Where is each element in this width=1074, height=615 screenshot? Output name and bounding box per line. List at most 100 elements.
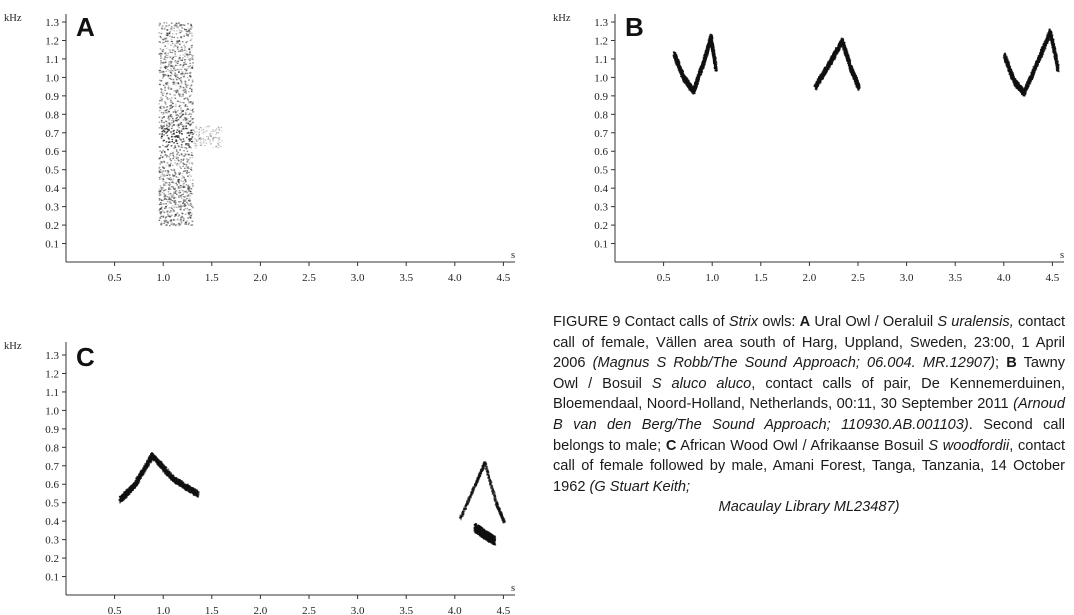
- spectrogram-dot: [168, 187, 170, 189]
- spectrogram-dot: [202, 128, 205, 131]
- spectrogram-dot: [165, 74, 167, 76]
- spectrogram-dot: [824, 73, 827, 75]
- spectrogram-dot: [674, 62, 677, 64]
- spectrogram-dot: [186, 203, 189, 205]
- spectrogram-dot: [172, 111, 175, 113]
- spectrogram-dot: [160, 79, 163, 82]
- spectrogram-dot: [163, 174, 166, 176]
- spectrogram-dot: [178, 222, 180, 225]
- spectrogram-dot: [198, 137, 200, 139]
- spectrogram-dot: [852, 70, 855, 73]
- spectrogram-dot: [174, 119, 177, 122]
- spectrogram-dot: [173, 169, 176, 171]
- spectrogram-dot: [165, 205, 167, 208]
- spectrogram-dot: [174, 173, 177, 175]
- spectrogram-dot: [158, 167, 160, 169]
- spectrogram-dot: [854, 78, 857, 80]
- spectrogram-dot: [162, 144, 164, 147]
- spectrogram-dot: [162, 84, 165, 87]
- spectrogram-dot: [159, 71, 161, 74]
- spectrogram-dot: [164, 111, 167, 114]
- spectrogram-dot: [187, 190, 190, 193]
- spectrogram-dot: [185, 180, 187, 182]
- y-tick-label: 0.5: [45, 165, 59, 177]
- spectrogram-dot: [691, 86, 694, 88]
- spectrogram-dot: [176, 219, 179, 221]
- spectrogram-dot: [821, 74, 823, 76]
- spectrogram-dot: [162, 112, 165, 114]
- spectrogram-dot: [185, 118, 188, 121]
- spectrogram-dot: [168, 198, 170, 201]
- spectrogram-dot: [195, 134, 198, 136]
- spectrogram-dot: [179, 196, 182, 198]
- spectrogram-dot: [675, 56, 678, 59]
- spectrogram-dot: [679, 71, 681, 74]
- spectrogram-dot: [687, 81, 690, 84]
- spectrogram-dot: [162, 216, 165, 218]
- spectrogram-a: kHzs1.31.21.11.00.90.80.70.60.50.40.30.2…: [4, 12, 515, 284]
- spectrogram-dot: [168, 178, 171, 180]
- spectrogram-dot: [836, 49, 839, 51]
- spectrogram-dot: [710, 37, 713, 39]
- spectrogram-dot: [218, 138, 221, 140]
- spectrogram-dot: [172, 57, 175, 59]
- spectrogram-dot: [182, 89, 184, 92]
- spectrogram-dot: [180, 36, 182, 38]
- spectrogram-dot: [185, 223, 187, 225]
- spectrogram-dot: [187, 187, 189, 190]
- spectrogram-dot: [166, 68, 169, 71]
- spectrogram-dot: [191, 118, 194, 121]
- spectrogram-dot: [164, 66, 166, 69]
- spectrogram-dot: [182, 183, 185, 185]
- spectrogram-dot: [856, 81, 859, 83]
- spectrogram-dot: [167, 74, 169, 76]
- spectrogram-dot: [160, 187, 162, 189]
- spectrogram-dot: [188, 171, 190, 174]
- spectrogram-dot: [168, 215, 171, 218]
- spectrogram-dot: [177, 192, 180, 194]
- spectrogram-dot: [175, 42, 178, 44]
- spectrogram-dot: [189, 139, 191, 141]
- spectrogram-dot: [191, 205, 193, 207]
- spectrogram-dot: [170, 223, 173, 225]
- spectrogram-dot: [845, 49, 848, 52]
- spectrogram-dot: [185, 109, 188, 111]
- spectrogram-dot: [168, 87, 171, 89]
- spectrogram-dot: [160, 91, 163, 93]
- spectrogram-dot: [841, 39, 844, 41]
- spectrogram-dot: [170, 61, 172, 64]
- spectrogram-dot: [185, 32, 188, 35]
- spectrogram-dot: [695, 87, 698, 90]
- spectrogram-dot: [190, 152, 193, 154]
- spectrogram-dot: [1008, 63, 1011, 66]
- spectrogram-dot: [172, 186, 175, 188]
- spectrogram-dot: [833, 57, 836, 60]
- spectrogram-dot: [188, 187, 191, 189]
- spectrogram-dot: [170, 214, 173, 216]
- spectrogram-dot: [674, 55, 677, 58]
- spectrogram-dot: [174, 94, 176, 96]
- spectrogram-dot: [180, 79, 182, 81]
- spectrogram-dot: [159, 157, 161, 160]
- spectrogram-dot: [176, 190, 178, 192]
- spectrogram-dot: [166, 134, 169, 137]
- spectrogram-dot: [161, 98, 163, 100]
- spectrogram-dot: [189, 74, 191, 76]
- spectrogram-dot: [160, 175, 162, 177]
- spectrogram-dot: [191, 35, 193, 37]
- spectrogram-dot: [187, 23, 189, 25]
- spectrogram-dot: [163, 183, 165, 185]
- spectrogram-dot: [178, 69, 181, 71]
- spectrogram-dot: [169, 215, 172, 218]
- spectrogram-dot: [175, 135, 177, 137]
- spectrogram-dot: [188, 29, 190, 32]
- spectrogram-dot: [680, 69, 683, 72]
- spectrogram-dot: [820, 74, 823, 77]
- spectrogram-dot: [699, 74, 701, 76]
- spectrogram-dot: [185, 86, 188, 89]
- y-tick-label: 0.8: [45, 109, 59, 121]
- spectrogram-dot: [178, 58, 180, 60]
- spectrogram-dot: [191, 129, 194, 131]
- spectrogram-dot: [189, 124, 191, 127]
- spectrogram-dot: [163, 196, 166, 199]
